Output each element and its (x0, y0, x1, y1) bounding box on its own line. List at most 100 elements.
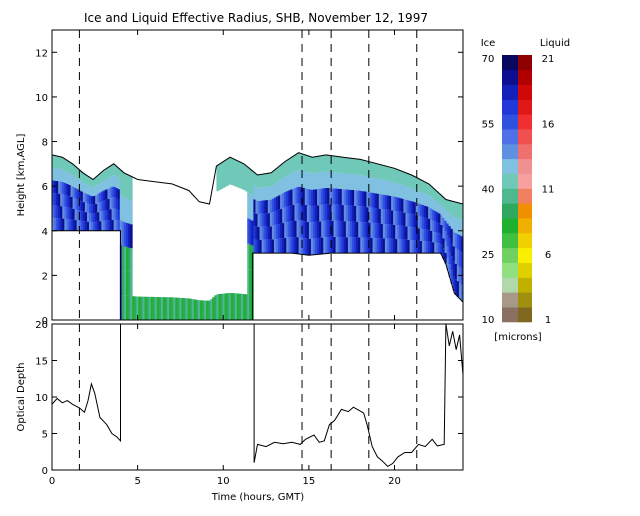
radius-cell (99, 182, 102, 193)
radius-cell (292, 204, 295, 221)
radius-cell (376, 193, 380, 209)
radius-cell (436, 222, 439, 233)
radius-cell (86, 212, 90, 222)
radius-cell (267, 173, 271, 187)
radius-cell (343, 221, 347, 238)
radius-cell (317, 172, 320, 189)
radius-cell (368, 161, 372, 177)
radius-cell (310, 222, 314, 239)
x-tick-label: 15 (303, 476, 316, 487)
radius-cell (107, 209, 111, 221)
radius-cell (296, 170, 300, 187)
radius-cell (99, 211, 102, 222)
radius-cell (224, 293, 228, 320)
radius-cell (280, 179, 283, 195)
radius-cell (115, 220, 119, 231)
colorbar-liquid-swatch (518, 277, 532, 293)
radius-cell (243, 294, 246, 320)
radius-cell (88, 195, 92, 205)
radius-cell (401, 239, 404, 254)
radius-cell (123, 222, 127, 247)
radius-cell (325, 154, 328, 172)
radius-cell (101, 191, 104, 202)
radius-cell (374, 238, 378, 254)
radius-cell (391, 167, 394, 182)
radius-cell (362, 222, 365, 238)
radius-cell (123, 271, 127, 296)
radius-cell (56, 156, 59, 169)
radius-cell (257, 200, 261, 214)
radius-cell (125, 247, 129, 272)
radius-cell (436, 242, 439, 254)
radius-cell (286, 191, 289, 207)
radius-cell (74, 220, 78, 231)
radius-cell (389, 181, 392, 196)
radius-cell (354, 205, 357, 222)
radius-cell (296, 153, 300, 171)
radius-cell (405, 199, 409, 214)
radius-cell (261, 187, 265, 201)
radius-cell (74, 209, 78, 221)
radius-cell (446, 258, 450, 271)
radius-cell (107, 220, 111, 231)
radius-cell (263, 187, 267, 201)
radius-cell (436, 201, 439, 213)
radius-cell (333, 188, 337, 205)
radius-cell (267, 239, 271, 254)
radius-cell (438, 243, 441, 254)
radius-cell (374, 223, 378, 239)
radius-cell (284, 161, 287, 177)
radius-cell (115, 177, 119, 188)
radius-cell (70, 208, 74, 220)
radius-cell (255, 213, 258, 227)
radius-cell (407, 200, 411, 214)
radius-cell (421, 192, 425, 205)
radius-cell (197, 300, 201, 320)
radius-cell (362, 206, 365, 223)
radius-cell (337, 156, 341, 173)
radius-cell (421, 204, 425, 217)
radius-cell (111, 208, 115, 220)
radius-cell (294, 220, 298, 238)
radius-cell (113, 197, 117, 209)
radius-cell (312, 238, 316, 255)
y-tick-label: 5 (42, 430, 48, 441)
radius-cell (454, 248, 458, 264)
radius-cell (78, 170, 82, 181)
radius-cell (271, 239, 275, 254)
radius-cell (263, 213, 267, 227)
radius-cell (288, 221, 291, 238)
radius-cell (327, 187, 330, 205)
radius-cell (64, 194, 67, 207)
radius-cell (362, 237, 365, 254)
radius-cell (405, 226, 409, 240)
radius-cell (70, 174, 74, 186)
radius-cell (423, 229, 427, 242)
radius-cell (95, 221, 98, 231)
radius-cell (415, 190, 419, 203)
radius-cell (432, 242, 435, 254)
optical-depth-axis-label: Optical Depth (16, 363, 27, 432)
radius-cell (368, 177, 372, 193)
radius-cell (341, 157, 345, 174)
radius-cell (278, 195, 281, 210)
radius-cell (372, 207, 376, 224)
radius-cell (62, 218, 65, 231)
radius-cell (333, 236, 337, 254)
radius-cell (354, 221, 357, 238)
radius-cell (103, 169, 106, 181)
radius-cell (417, 191, 421, 204)
radius-cell (97, 202, 100, 213)
radius-cell (421, 241, 425, 254)
radius-cell (109, 187, 113, 199)
radius-cell (261, 200, 265, 214)
radius-cell (107, 188, 111, 199)
radius-cell (257, 240, 261, 254)
radius-cell (52, 192, 55, 206)
radius-cell (247, 218, 250, 244)
radius-cell (191, 299, 195, 320)
radius-cell (389, 224, 392, 239)
radius-cell (438, 203, 441, 214)
radius-cell (241, 163, 244, 190)
radius-cell (426, 229, 429, 242)
